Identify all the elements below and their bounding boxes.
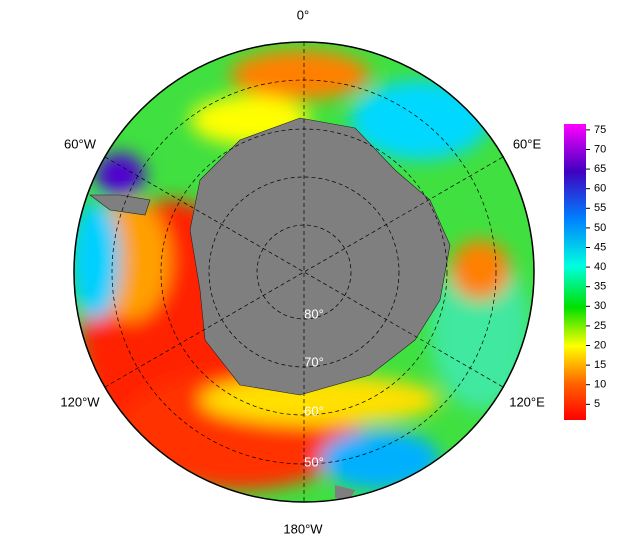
map-field <box>74 42 534 502</box>
colorbar-tick-label: 75 <box>594 124 606 136</box>
colorbar-tick-label: 10 <box>594 379 606 391</box>
colorbar-tick-label: 40 <box>594 261 606 273</box>
lon-label: 60°E <box>513 136 542 151</box>
lat-label: 80° <box>304 306 324 321</box>
colorbar-ticks: 5 10 15 20 25 30 35 40 45 50 55 60 65 70 75 <box>586 124 606 410</box>
lon-label: 120°E <box>509 394 545 409</box>
colorbar-tick-label: 20 <box>594 339 606 351</box>
map-border <box>73 41 535 503</box>
lat-label: 50° <box>304 454 324 469</box>
colorbar-tick-label: 25 <box>594 320 606 332</box>
lon-label: 180°W <box>283 521 323 536</box>
lon-label: 0° <box>297 7 309 22</box>
colorbar-tick-label: 70 <box>594 143 606 155</box>
lon-label: 120°W <box>60 394 100 409</box>
colorbar-tick-label: 35 <box>594 281 606 293</box>
colorbar-tick-label: 15 <box>594 359 606 371</box>
colorbar-tick-label: 60 <box>594 183 606 195</box>
lon-label: 60°W <box>64 136 97 151</box>
colorbar <box>564 124 586 420</box>
lat-label: 70° <box>304 354 324 369</box>
colorbar-tick-label: 65 <box>594 163 606 175</box>
colorbar-tick-label: 45 <box>594 241 606 253</box>
colorbar-tick-label: 55 <box>594 202 606 214</box>
colorbar-tick-label: 50 <box>594 222 606 234</box>
lat-label: 60° <box>304 403 324 418</box>
colorbar-tick-label: 5 <box>594 398 600 410</box>
colorbar-tick-label: 30 <box>594 300 606 312</box>
